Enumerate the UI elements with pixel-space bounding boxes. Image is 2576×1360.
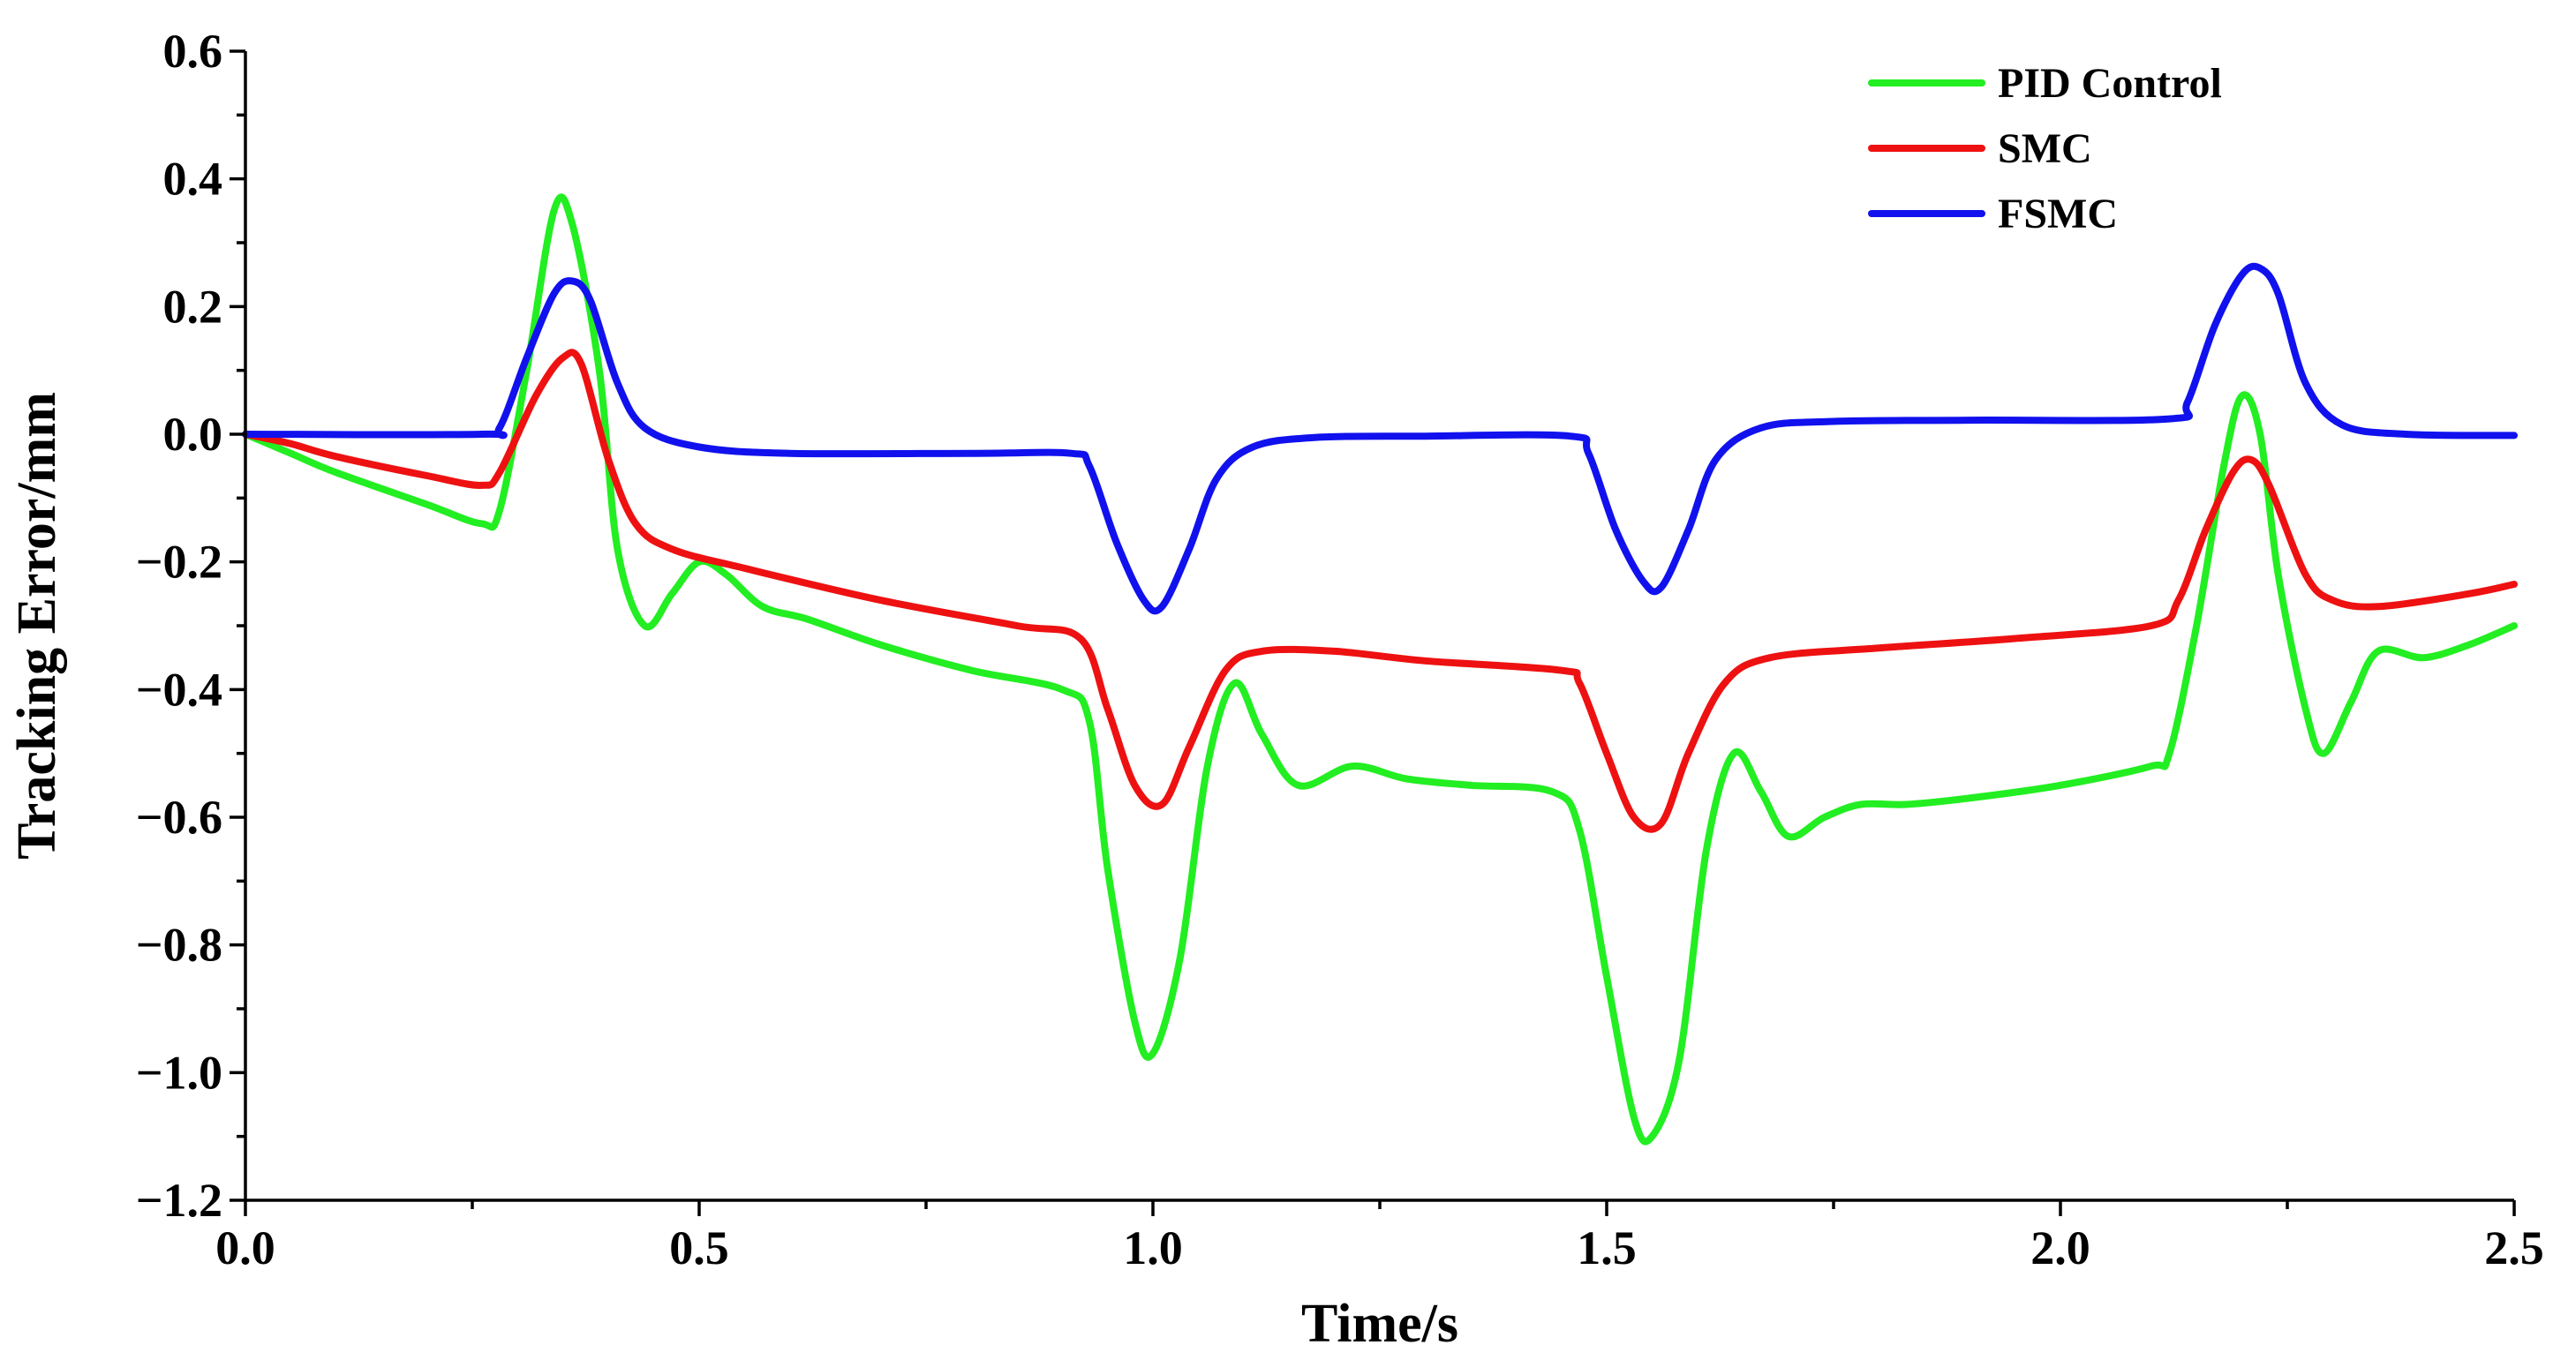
x-tick-label: 0.0 [215,1221,275,1274]
x-tick-label: 1.5 [1577,1221,1637,1274]
axes-layer [244,51,2514,1202]
series-line-smc [242,349,2518,833]
y-tick-label: 0.4 [163,153,223,206]
y-tick-label: −0.2 [136,536,222,589]
legend: PID Control SMC FSMC [1868,60,2222,237]
y-tick-label: −0.8 [136,919,222,972]
legend-label-smc: SMC [1998,125,2092,172]
legend-label-pid-control: PID Control [1998,60,2222,107]
x-tick-label: 2.0 [2030,1221,2090,1274]
legend-label-fsmc: FSMC [1998,191,2118,237]
y-tick-label: 0.0 [163,408,223,461]
y-tick-label: 0.6 [163,25,223,78]
series-line-pid-control [242,193,2518,1146]
x-axis-title: Time/s [1301,1294,1458,1354]
y-axis-title: Tracking Error/mm [7,392,67,860]
y-tick-label: 0.2 [163,280,223,333]
y-tick-label: −0.4 [136,663,222,716]
y-tick-label: −1.0 [136,1046,222,1099]
ticks-layer: 0.0 0.5 1.0 1.5 2.0 2.5 0.6 0.4 0.2 0.0 −0.2 −0.4 −0… [136,25,2544,1274]
y-tick-label: −1.2 [136,1174,222,1227]
series-layer [242,193,2518,1146]
x-tick-label: 2.5 [2484,1221,2544,1274]
x-tick-label: 1.0 [1123,1221,1183,1274]
y-tick-label: −0.6 [136,791,222,844]
series-line-fsmc [242,262,2518,615]
x-tick-label: 0.5 [669,1221,729,1274]
